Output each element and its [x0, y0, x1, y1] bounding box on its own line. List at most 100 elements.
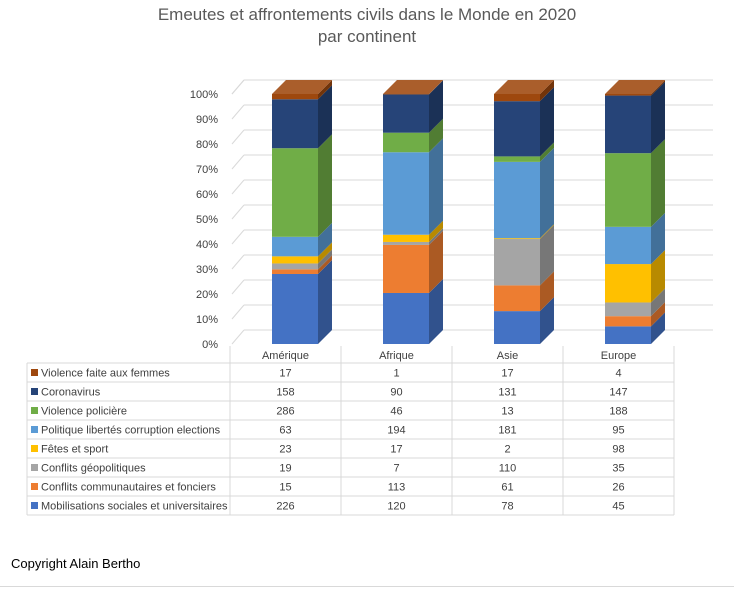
data-label: 113: [388, 482, 406, 494]
data-label: 17: [390, 444, 402, 456]
bar-segment: [383, 94, 429, 133]
data-label: 78: [501, 501, 513, 513]
bar-segment: [383, 234, 429, 242]
chart-title-main: Emeutes et affrontements civils dans le …: [157, 5, 577, 24]
bar-segment: [605, 326, 651, 344]
bar-segment: [272, 263, 318, 270]
bar-segment: [605, 226, 651, 265]
gridline-depth: [231, 179, 245, 195]
bar-segment: [272, 148, 318, 237]
legend-label: Politique libertés corruption elections: [41, 425, 221, 437]
bar-segment-side: [318, 222, 332, 257]
data-label: 46: [390, 406, 402, 418]
data-table: Amérique Afrique Asie Europe Violence faite …: [26, 346, 675, 516]
bar-segment-side: [540, 224, 554, 240]
gridline-depth: [231, 104, 245, 120]
category-label: Afrique: [379, 350, 414, 362]
bar-segment-side: [318, 134, 332, 237]
legend-label: Conflits communautaires et fonciers: [41, 482, 216, 494]
bar-top: [605, 80, 665, 94]
bar-segment-side: [651, 288, 665, 317]
bar-segment-side: [429, 80, 443, 133]
data-label: 90: [390, 387, 402, 399]
bar-segment: [494, 94, 540, 102]
legend-label: Mobilisations sociales et universitaires: [41, 501, 228, 513]
y-tick-label: 80%: [196, 139, 218, 151]
bar-segment: [272, 273, 318, 344]
bar-segment-side: [651, 81, 665, 154]
bar-stack: [605, 80, 665, 344]
chart-subtitle: par continent: [317, 27, 417, 46]
data-label: 194: [387, 425, 405, 437]
bar-top: [494, 80, 554, 94]
bar-segment: [605, 316, 651, 327]
data-label: 131: [498, 387, 516, 399]
data-label: 286: [276, 406, 294, 418]
bar-segment-side: [651, 312, 665, 344]
bar-segment: [494, 156, 540, 162]
legend-label: Violence policière: [41, 406, 127, 418]
bar-segment-side: [540, 87, 554, 157]
data-label: 188: [609, 406, 627, 418]
legend-swatch: [31, 445, 38, 452]
bar-segment-side: [429, 220, 443, 242]
bar-stack: [383, 80, 443, 344]
bar-segment: [272, 236, 318, 257]
bar-segment-side: [429, 80, 443, 95]
bar-segment-side: [540, 225, 554, 286]
gridline-depth: [231, 254, 245, 270]
bar-stack: [494, 80, 554, 344]
data-label: 226: [276, 501, 294, 513]
legend-label: Coronavirus: [41, 387, 101, 399]
legend-swatch: [31, 502, 38, 509]
data-label: 17: [279, 368, 291, 380]
bar-segment-side: [318, 255, 332, 274]
y-axis-ticks: 0% 10% 20% 30% 40% 50% 60% 70% 80% 90% 100%: [190, 89, 218, 351]
category-label: Asie: [497, 350, 518, 362]
gridline-depth: [231, 229, 245, 245]
y-tick-label: 70%: [196, 164, 218, 176]
y-tick-label: 90%: [196, 114, 218, 126]
data-label: 158: [276, 387, 294, 399]
legend-swatch: [31, 388, 38, 395]
gridline-depth: [231, 129, 245, 145]
data-label: 98: [612, 444, 624, 456]
bar-segment: [383, 292, 429, 344]
bar-segment-side: [651, 212, 665, 265]
bar-segment-side: [540, 271, 554, 312]
bar-segment-side: [429, 278, 443, 344]
bar-segment-side: [318, 249, 332, 270]
data-label: 120: [387, 501, 405, 513]
bar-segment: [272, 269, 318, 274]
data-label: 23: [279, 444, 291, 456]
data-label: 19: [279, 463, 291, 475]
bar-segment-side: [429, 138, 443, 235]
gridline-depth: [231, 204, 245, 220]
data-label: 15: [279, 482, 291, 494]
stacked-bar-chart: 0% 10% 20% 30% 40% 50% 60% 70% 80% 90% 100% Amériq…: [26, 79, 713, 516]
bar-segment-side: [429, 227, 443, 245]
bar-top: [383, 80, 443, 94]
data-label: 7: [393, 463, 399, 475]
bar-top: [272, 80, 332, 94]
bar-segment-side: [651, 250, 665, 303]
legend-label: Fêtes et sport: [41, 444, 108, 456]
gridline-depth: [231, 279, 245, 295]
data-label: 1: [393, 368, 399, 380]
data-label: 95: [612, 425, 624, 437]
bar-segment-side: [651, 302, 665, 327]
bottom-divider: [0, 586, 734, 587]
y-tick-label: 60%: [196, 189, 218, 201]
bar-segment: [383, 132, 429, 153]
legend-label: Violence faite aux femmes: [41, 368, 170, 380]
bars: [272, 80, 665, 344]
bar-segment-side: [540, 80, 554, 102]
bar-segment: [494, 311, 540, 344]
y-tick-label: 30%: [196, 264, 218, 276]
bar-segment-side: [318, 85, 332, 149]
bar-segment-side: [429, 118, 443, 153]
legend-swatch: [31, 426, 38, 433]
gridline-depth: [231, 304, 245, 320]
y-tick-label: 10%: [196, 314, 218, 326]
data-label: 26: [612, 482, 624, 494]
